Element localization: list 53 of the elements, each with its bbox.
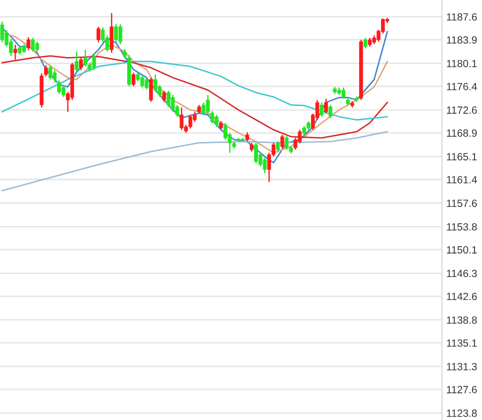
candlestick xyxy=(320,102,324,118)
y-tick-label: 1176.4 xyxy=(446,82,477,90)
candlestick xyxy=(302,125,306,136)
candlestick xyxy=(162,90,166,102)
line-series xyxy=(1,60,388,121)
y-tick-label: 1150.1 xyxy=(446,246,477,254)
y-tick-label: 1142.6 xyxy=(446,292,477,300)
candlestick xyxy=(324,98,328,114)
candlestick xyxy=(276,140,280,152)
line-series xyxy=(1,130,388,192)
y-tick-label: 1183.9 xyxy=(446,36,477,44)
candlestick xyxy=(74,50,78,72)
candlestick xyxy=(48,64,52,80)
candlestick xyxy=(284,135,289,150)
candlestick xyxy=(328,104,332,119)
candlestick xyxy=(132,72,136,87)
line-series xyxy=(1,55,388,139)
y-tick-label: 1187.6 xyxy=(446,13,477,21)
y-tick-label: 1168.9 xyxy=(446,129,477,137)
candlestick xyxy=(18,44,22,56)
candlestick xyxy=(13,44,18,60)
candlestick xyxy=(44,64,48,78)
candlestick xyxy=(214,114,218,128)
candlestick xyxy=(245,132,250,142)
candlestick xyxy=(30,37,35,52)
y-tick-label: 1172.6 xyxy=(446,106,477,114)
candlestick xyxy=(149,77,153,102)
y-tick-label: 1157.6 xyxy=(446,200,477,207)
y-tick-label: 1180.1 xyxy=(446,60,477,68)
candlestick xyxy=(298,129,302,144)
candlestick xyxy=(153,74,158,93)
y-tick-label: 1123.8 xyxy=(446,410,477,417)
candlestick xyxy=(280,134,284,150)
candlestick xyxy=(140,74,144,88)
candlestick xyxy=(0,21,4,43)
y-tick-label: 1146.3 xyxy=(446,270,477,278)
y-tick-label: 1127.6 xyxy=(446,386,477,394)
y-tick-label: 1153.8 xyxy=(446,223,477,231)
candlestick xyxy=(83,49,88,68)
y-tick-label: 1131.3 xyxy=(446,362,477,370)
y-tick-label: 1161.4 xyxy=(446,176,477,184)
candlestick xyxy=(262,157,267,174)
candlestick xyxy=(188,114,192,130)
candlestick xyxy=(110,12,114,54)
candlestick xyxy=(96,26,100,43)
candlestick xyxy=(35,40,40,52)
candlestick xyxy=(26,36,30,51)
y-tick-label: 1135.1 xyxy=(446,339,477,347)
candlestick xyxy=(118,24,122,45)
y-tick-label: 1165.1 xyxy=(446,153,477,160)
candlestick xyxy=(79,57,83,71)
y-tick-label: 1138.8 xyxy=(446,316,477,324)
candlestick xyxy=(364,37,368,50)
